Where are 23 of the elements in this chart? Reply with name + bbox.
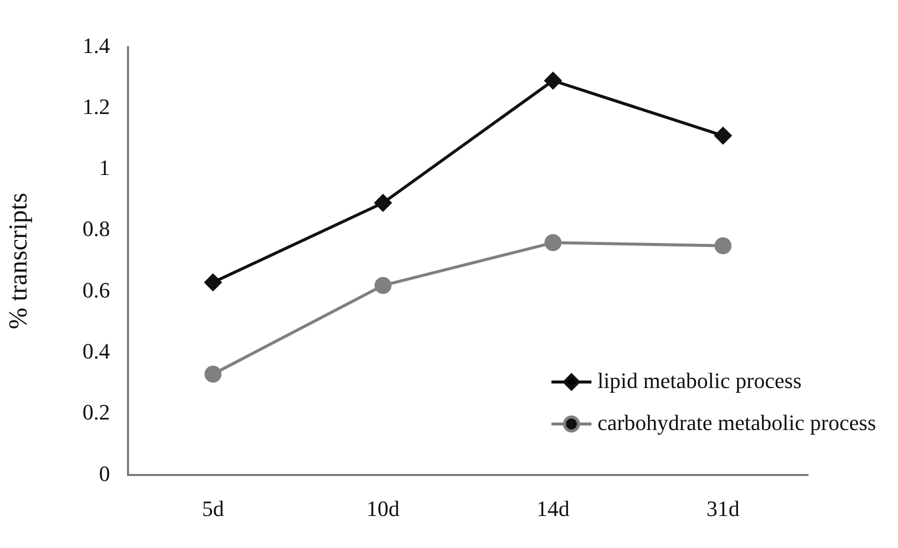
point	[204, 366, 222, 383]
point	[374, 276, 392, 294]
x-tick-label: 5d	[202, 496, 224, 521]
x-tick-label: 14d	[536, 496, 570, 521]
point	[544, 72, 562, 90]
point	[714, 127, 732, 144]
y-tick-label: 0.6	[82, 277, 110, 302]
y-tick-label: 0.8	[82, 216, 110, 242]
y-tick-label: 0.2	[82, 400, 110, 425]
y-tick-label: 1.2	[82, 94, 110, 119]
y-tick-label: 1	[99, 155, 110, 180]
point	[374, 194, 392, 212]
point	[204, 274, 222, 291]
y-tick-label: 0.4	[82, 338, 110, 364]
x-tick-label: 31d	[706, 496, 740, 521]
x-tick-label: 10d	[366, 496, 400, 521]
y-axis-title: % transcripts	[3, 192, 32, 330]
legend-label: lipid metabolic process	[597, 368, 802, 393]
y-tick-label: 1.4	[82, 32, 110, 58]
point	[544, 234, 562, 252]
point	[714, 237, 732, 254]
legend-label: carbohydrate metabolic process	[597, 410, 876, 435]
y-tick-label: 0	[99, 460, 110, 486]
